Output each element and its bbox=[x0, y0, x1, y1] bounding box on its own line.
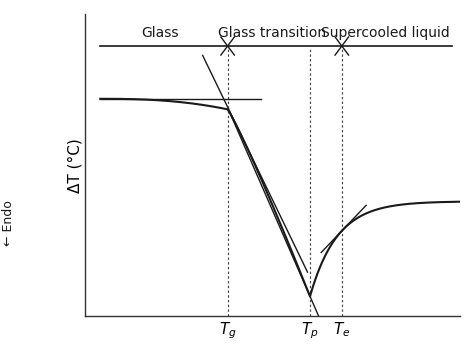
Text: Glass transition: Glass transition bbox=[219, 27, 327, 41]
Y-axis label: ΔT (°C): ΔT (°C) bbox=[67, 138, 82, 192]
Text: Glass: Glass bbox=[141, 27, 179, 41]
Text: Supercooled liquid: Supercooled liquid bbox=[320, 27, 449, 41]
Text: ← Endo: ← Endo bbox=[2, 200, 15, 246]
